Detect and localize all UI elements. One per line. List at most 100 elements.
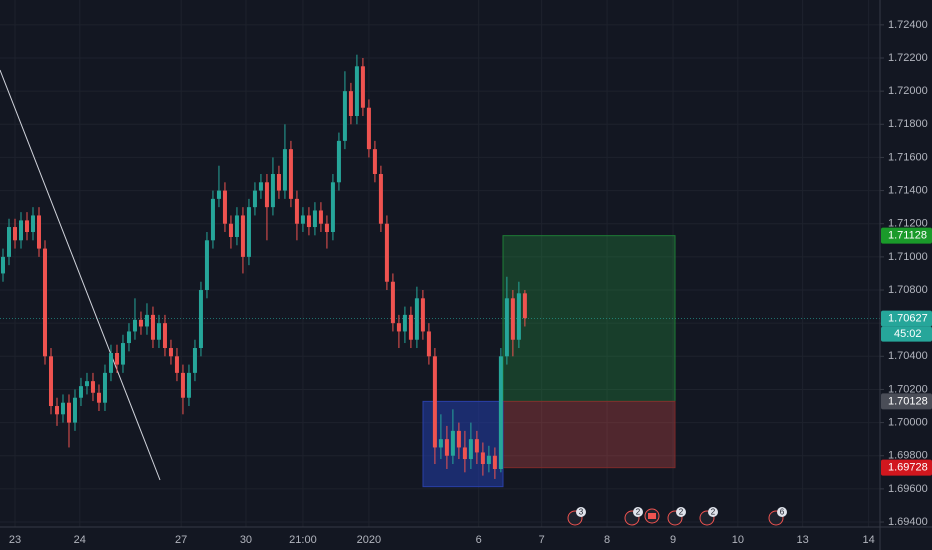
candle-body <box>522 293 527 319</box>
candle-body <box>228 223 233 237</box>
countdown-badge <box>881 326 932 342</box>
candle-body <box>498 356 503 469</box>
candle-body <box>342 91 347 141</box>
last-price-label: 1.70627 <box>888 313 928 325</box>
candle-body <box>330 182 335 233</box>
candle-body <box>222 190 227 224</box>
candle-body <box>42 248 47 357</box>
x-tick-label: 9 <box>670 534 676 546</box>
candle-body <box>60 402 65 415</box>
x-tick-label: 8 <box>604 534 610 546</box>
candle-body <box>270 174 275 208</box>
candle-body <box>444 439 449 456</box>
y-tick-label: 1.70800 <box>888 284 928 296</box>
candle-body <box>192 348 197 373</box>
y-tick-label: 1.70400 <box>888 350 928 362</box>
event-count-badge[interactable] <box>676 507 686 517</box>
last-price-badge <box>881 310 932 327</box>
candle-body <box>6 227 11 257</box>
y-tick-label: 1.69600 <box>888 483 928 495</box>
candle-body <box>420 298 425 332</box>
candle-body <box>306 215 311 228</box>
event-count-badge[interactable] <box>576 507 586 517</box>
candle-body <box>366 107 371 150</box>
candle-body <box>378 174 383 224</box>
candle-body <box>72 397 77 423</box>
candle-body <box>348 91 353 117</box>
candle-body <box>450 430 455 456</box>
event-count-badge[interactable] <box>708 507 718 517</box>
candle-body <box>234 215 239 237</box>
y-tick-label: 1.69400 <box>888 516 928 528</box>
candle-body <box>504 298 509 357</box>
trend-line <box>0 69 161 481</box>
candle-body <box>438 439 443 448</box>
x-tick-label: 7 <box>539 534 545 546</box>
candle-body <box>414 298 419 340</box>
y-tick-label: 1.71200 <box>888 218 928 230</box>
candle-body <box>102 372 107 403</box>
candle-body <box>258 182 263 191</box>
candle-body <box>324 223 329 233</box>
event-count: 6 <box>780 508 785 517</box>
candle-body <box>426 331 431 357</box>
candle-body <box>492 455 497 469</box>
candle-body <box>168 348 173 357</box>
y-tick-label: 1.72400 <box>888 19 928 31</box>
candle-body <box>516 293 521 340</box>
candle-body <box>96 392 101 403</box>
candle-body <box>240 215 245 257</box>
x-tick-label: 13 <box>796 534 808 546</box>
candle-body <box>282 149 287 191</box>
candle-body <box>108 352 113 373</box>
event-flag[interactable] <box>644 508 660 524</box>
candle-body <box>288 149 293 199</box>
target-label: 1.71128 <box>888 230 927 242</box>
candle-body <box>432 356 437 448</box>
y-tick-label: 1.71000 <box>888 251 928 263</box>
candle-body <box>90 381 95 393</box>
event-count-badge[interactable] <box>633 507 643 517</box>
candle-body <box>372 149 377 175</box>
x-tick-label: 10 <box>732 534 744 546</box>
candle-body <box>480 452 485 465</box>
countdown: 45:02 <box>894 328 922 340</box>
candle-body <box>294 198 299 224</box>
candle-body <box>264 182 269 208</box>
candle-body <box>486 455 491 465</box>
candle-body <box>360 66 365 108</box>
candle-body <box>204 240 209 291</box>
flag <box>648 513 656 519</box>
stop-badge <box>881 459 932 476</box>
x-tick-label: 14 <box>862 534 874 546</box>
candle-body <box>462 447 467 460</box>
event-count: 2 <box>711 508 716 517</box>
candle-body <box>474 439 479 453</box>
entry-label: 1.70128 <box>888 395 928 407</box>
candle-body <box>354 66 359 117</box>
candle-body <box>402 314 407 332</box>
candle-body <box>54 406 59 415</box>
candle-body <box>114 352 119 365</box>
event-count: 2 <box>679 508 684 517</box>
y-tick-label: 1.70200 <box>888 383 928 395</box>
y-tick-label: 1.71600 <box>888 151 928 163</box>
candle-body <box>120 343 125 365</box>
candle-body <box>84 381 89 387</box>
candle-body <box>408 314 413 340</box>
candle-body <box>300 215 305 224</box>
candle-body <box>36 215 41 249</box>
candle-body <box>174 356 179 373</box>
y-tick-label: 1.71400 <box>888 184 928 196</box>
x-tick-label: 23 <box>9 534 21 546</box>
candle-body <box>510 298 515 340</box>
event-count-badge[interactable] <box>777 507 787 517</box>
candle-body <box>276 174 281 191</box>
candle-body <box>144 314 149 327</box>
candle-body <box>186 372 191 398</box>
candle-body <box>312 210 317 228</box>
loss-zone <box>502 400 676 469</box>
candle-body <box>336 140 341 183</box>
candle-body <box>468 439 473 460</box>
